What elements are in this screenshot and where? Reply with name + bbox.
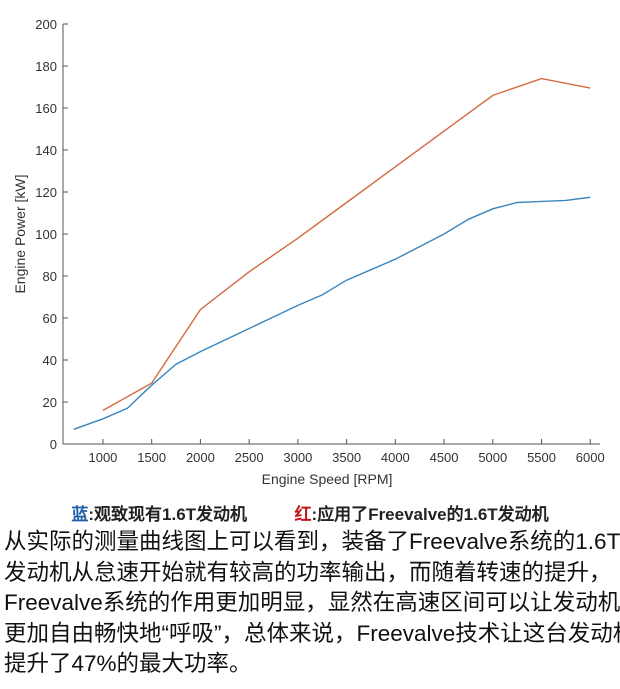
x-tick-label: 4500 (430, 450, 459, 465)
paragraph-line: 提升了47%的最大功率。 (4, 651, 252, 676)
x-tick-label: 3500 (332, 450, 361, 465)
series-lines (73, 77, 591, 430)
y-tick-label: 0 (50, 437, 57, 452)
series-line-red (102, 77, 591, 412)
legend-separator: : (88, 505, 95, 524)
y-tick-label: 100 (35, 227, 57, 242)
y-tick-label: 140 (35, 143, 57, 158)
paragraph-line: 发动机从怠速开始就有较高的功率输出，而随着转速的提升， (4, 559, 612, 585)
engine-power-chart: 0 20 40 60 80 100 120 140 160 180 200 1000 1500 2000 2… (12, 17, 605, 487)
y-tick-label: 40 (43, 353, 57, 368)
description-paragraph: 从实际的测量曲线图上可以看到，装备了Freevalve系统的1.6T 发动机从怠… (4, 527, 620, 680)
x-tick-label: 5500 (527, 450, 556, 465)
x-axis-label: Engine Speed [RPM] (262, 471, 393, 487)
x-tick-label: 4000 (381, 450, 410, 465)
axes: 0 20 40 60 80 100 120 140 160 180 200 1000 1500 2000 2… (35, 17, 604, 465)
x-tick-label: 1500 (137, 450, 166, 465)
y-tick-label: 80 (43, 269, 57, 284)
legend-red-key: 红 (294, 505, 312, 524)
x-tick-label: 2500 (235, 450, 264, 465)
x-tick-label: 6000 (576, 450, 605, 465)
y-tick-label: 180 (35, 59, 57, 74)
legend-blue-text: 观致现有1.6T发动机 (94, 505, 248, 524)
paragraph-line: 更加自由畅快地“呼吸”，总体来说，Freevalve技术让这台发动机 (4, 620, 620, 646)
x-tick-label: 1000 (88, 450, 117, 465)
x-tick-label: 3000 (283, 450, 312, 465)
y-axis-label: Engine Power [kW] (12, 174, 28, 293)
y-tick-label: 20 (43, 395, 57, 410)
y-tick-label: 120 (35, 185, 57, 200)
y-tick-label: 60 (43, 311, 57, 326)
paragraph-line: Freevalve系统的作用更加明显，显然在高速区间可以让发动机 (4, 590, 620, 615)
x-tick-label: 5000 (478, 450, 507, 465)
legend-separator: : (311, 505, 318, 524)
paragraph-line: 从实际的测量曲线图上可以看到，装备了Freevalve系统的1.6T (4, 529, 620, 554)
x-tick-label: 2000 (186, 450, 215, 465)
y-tick-label: 160 (35, 101, 57, 116)
y-tick-label: 200 (35, 17, 57, 32)
series-line-blue (73, 196, 591, 430)
legend-blue-key: 蓝 (71, 505, 89, 524)
legend-red-text: 应用了Freevalve的1.6T发动机 (317, 505, 549, 524)
legend: 蓝:观致现有1.6T发动机 红:应用了Freevalve的1.6T发动机 (0, 500, 620, 525)
